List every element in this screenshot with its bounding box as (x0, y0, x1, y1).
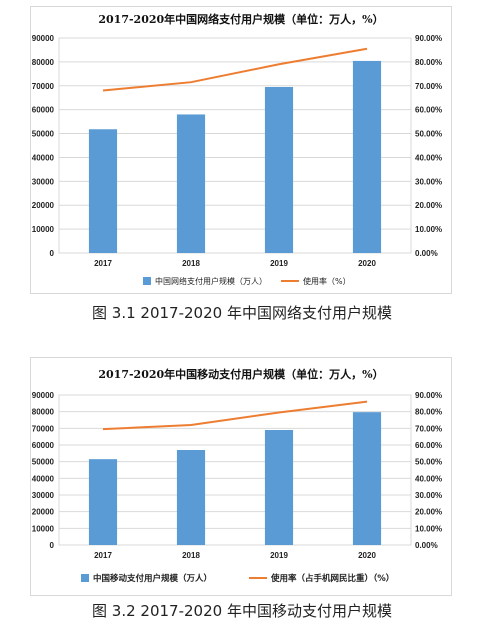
y2-tick-label: 40.00% (415, 153, 442, 162)
y-tick-label: 40000 (32, 153, 55, 162)
y2-tick-label: 30.00% (415, 491, 442, 500)
bar-2020 (352, 412, 382, 545)
x-tick-label: 2019 (270, 551, 288, 560)
y2-tick-label: 50.00% (415, 458, 442, 467)
figure-caption-2: 图 3.2 2017-2020 年中国移动支付用户规模 (92, 602, 392, 620)
chart-title: 2017-2020年中国移动支付用户规模（单位：万人，%） (98, 367, 383, 381)
y-tick-label: 40000 (32, 474, 55, 483)
bar-2017 (88, 459, 118, 545)
y-tick-label: 30000 (32, 491, 55, 500)
bar-2017 (88, 129, 118, 253)
y-tick-label: 70000 (32, 424, 55, 433)
figure-caption-1: 图 3.1 2017-2020 年中国网络支付用户规模 (92, 304, 392, 322)
y2-tick-label: 80.00% (415, 58, 442, 67)
bar-2018 (176, 114, 206, 253)
y-tick-label: 70000 (32, 82, 55, 91)
legend-label-bar: 中国网络支付用户规模（万人） (155, 276, 267, 286)
usage-rate-line (102, 400, 368, 431)
y2-tick-label: 50.00% (415, 130, 442, 139)
legend-label-bar: 中国移动支付用户规模（万人） (93, 573, 212, 584)
chart-mobile-payment: 2017-2020年中国移动支付用户规模（单位：万人，%） 0 10000 20000… (30, 357, 452, 596)
y2-tick-label: 10.00% (415, 524, 442, 533)
y-tick-label: 0 (50, 541, 55, 550)
bar-2018 (176, 450, 206, 545)
y-tick-label: 60000 (32, 106, 55, 115)
chart-title: 2017-2020年中国网络支付用户规模（单位：万人，%） (98, 12, 383, 26)
x-tick-label: 2018 (182, 259, 200, 268)
x-tick-label: 2017 (94, 551, 112, 560)
y-tick-label: 0 (50, 249, 55, 258)
x-tick-label: 2020 (358, 259, 376, 268)
x-tick-label: 2019 (270, 259, 288, 268)
bar-2019 (264, 86, 294, 253)
legend-label-line: 使用率（占手机网民比重）（%） (270, 573, 394, 584)
y2-tick-label: 20.00% (415, 508, 442, 517)
y2-tick-label: 40.00% (415, 474, 442, 483)
x-tick-label: 2020 (358, 551, 376, 560)
y-tick-label: 10000 (32, 225, 55, 234)
chart-mobile-payment-svg: 2017-2020年中国移动支付用户规模（单位：万人，%） 0 10000 20000… (32, 367, 442, 584)
y-tick-label: 90000 (32, 391, 55, 400)
legend-swatch-bar (81, 574, 89, 582)
y-tick-label: 80000 (32, 408, 55, 417)
bar-2019 (264, 430, 294, 545)
y-tick-label: 10000 (32, 524, 55, 533)
usage-rate-line (102, 47, 368, 92)
legend-label-line: 使用率（%） (303, 276, 351, 286)
y-tick-label: 30000 (32, 177, 55, 186)
legend-swatch-bar (143, 277, 151, 285)
y2-tick-label: 30.00% (415, 177, 442, 186)
y-tick-label: 20000 (32, 508, 55, 517)
y-tick-label: 80000 (32, 58, 55, 67)
y-tick-label: 20000 (32, 201, 55, 210)
y2-tick-label: 0.00% (415, 541, 438, 550)
y2-tick-label: 90.00% (415, 391, 442, 400)
y2-tick-label: 60.00% (415, 441, 442, 450)
y2-tick-label: 70.00% (415, 82, 442, 91)
y2-tick-label: 0.00% (415, 249, 438, 258)
y-tick-label: 60000 (32, 441, 55, 450)
y-tick-label: 50000 (32, 458, 55, 467)
y-tick-label: 90000 (32, 34, 55, 43)
y-tick-label: 50000 (32, 130, 55, 139)
y2-tick-label: 20.00% (415, 201, 442, 210)
y2-tick-label: 80.00% (415, 408, 442, 417)
x-tick-label: 2018 (182, 551, 200, 560)
chart-network-payment-svg: 2017-2020年中国网络支付用户规模（单位：万人，%） 0 10000 20000… (32, 12, 442, 286)
y2-tick-label: 90.00% (415, 34, 442, 43)
y2-tick-label: 60.00% (415, 106, 442, 115)
y2-tick-label: 10.00% (415, 225, 442, 234)
bar-2020 (352, 60, 382, 253)
x-tick-label: 2017 (94, 259, 112, 268)
chart-network-payment: 2017-2020年中国网络支付用户规模（单位：万人，%） 0 10000 20000… (30, 6, 452, 294)
y2-tick-label: 70.00% (415, 424, 442, 433)
